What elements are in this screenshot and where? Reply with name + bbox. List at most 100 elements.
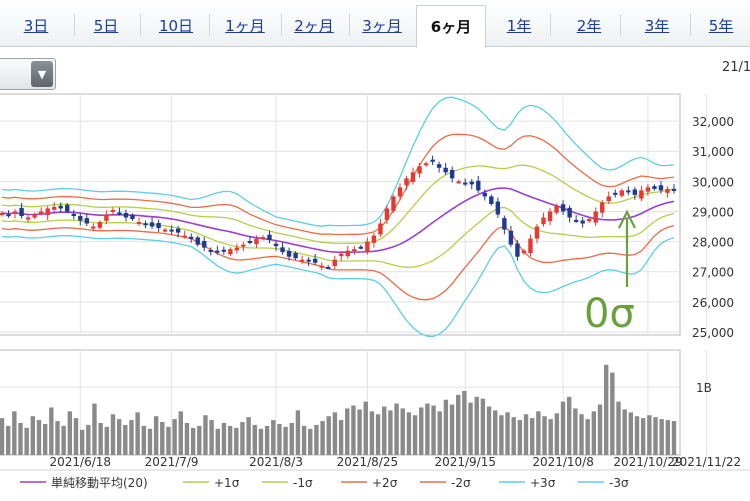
volume-bar (55, 421, 60, 455)
volume-bar (252, 424, 257, 455)
date-tick-label: 2021/10/29 (613, 455, 682, 469)
date-tick-label: 2021/9/15 (434, 455, 496, 469)
tab-separator (550, 14, 551, 36)
volume-bar (566, 396, 572, 455)
candle-body (632, 189, 638, 195)
volume-bar (357, 409, 362, 455)
volume-bar (591, 411, 597, 455)
candle-body (312, 258, 318, 263)
volume-bar (240, 422, 245, 455)
volume-bar (523, 414, 529, 455)
candle-body (417, 166, 422, 174)
volume-bar (271, 420, 276, 455)
candle-body (65, 204, 70, 212)
tab-1-year[interactable]: 1年 (506, 17, 532, 35)
candle-body (521, 250, 527, 254)
volume-bar (289, 422, 294, 455)
candle-body (130, 215, 135, 220)
candle-body (541, 217, 546, 225)
candle-body (476, 180, 481, 191)
volume-bar (203, 415, 208, 455)
volume-bar (406, 412, 412, 455)
candle-body (189, 236, 194, 239)
legend-label: -2σ (451, 476, 471, 490)
tab-10-days[interactable]: 10日 (158, 17, 194, 35)
volume-bar (634, 416, 640, 455)
volume-bar (493, 410, 498, 455)
candle-body (613, 192, 618, 195)
chevron-down-icon[interactable]: ▼ (31, 61, 53, 87)
annotation-label: 0σ (584, 291, 635, 337)
candle-body (0, 212, 5, 215)
legend-label: +1σ (214, 476, 240, 490)
candle-body (78, 216, 83, 221)
candle-body (469, 181, 474, 185)
volume-bar (98, 422, 103, 455)
candle-body (489, 196, 494, 204)
tab-5-days[interactable]: 5日 (93, 17, 119, 35)
tab-2-years[interactable]: 2年 (576, 17, 602, 35)
candle-body (606, 196, 611, 202)
candle-body (58, 205, 63, 209)
volume-bar (67, 411, 73, 455)
tab-2-months[interactable]: 2ヶ月 (294, 17, 334, 35)
candle-body (449, 169, 455, 179)
candle-body (502, 218, 507, 230)
volume-bar (209, 420, 214, 455)
candle-body (208, 250, 213, 253)
volume-bar (18, 422, 23, 455)
volume-bar (221, 422, 227, 455)
volume-bar (147, 428, 153, 455)
candle-body (443, 167, 448, 173)
tab-3-days[interactable]: 3日 (23, 17, 49, 35)
volume-bar (277, 423, 282, 455)
candle-body (45, 208, 50, 216)
candle-body (117, 212, 122, 215)
tab-6-months[interactable]: 6ヶ月 (416, 5, 486, 48)
tab-3-years[interactable]: 3年 (644, 17, 670, 35)
candle-body (319, 265, 324, 268)
legend-label: 単純移動平均(20) (51, 476, 148, 490)
indicator-select[interactable]: ▼ (0, 58, 56, 90)
volume-bar (42, 423, 48, 455)
volume-bar (585, 419, 590, 455)
candle-body (384, 208, 390, 220)
volume-bar (431, 405, 436, 455)
candle-body (352, 249, 357, 252)
candle-body (247, 241, 253, 244)
volume-bar (197, 425, 202, 455)
volume-bar (215, 428, 220, 455)
candle-body (345, 250, 350, 257)
volume-bar (640, 418, 646, 455)
volume-bar (338, 420, 344, 455)
candle-body (508, 230, 514, 245)
volume-bar (160, 422, 165, 455)
minus-1-sigma-line (1, 206, 675, 268)
volume-bar (425, 403, 430, 455)
volume-bar (394, 403, 399, 455)
candle-body (339, 253, 344, 257)
price-tick-label: 30,000 (692, 175, 734, 189)
volume-bar (517, 420, 523, 455)
candle-body (162, 229, 168, 232)
tab-3-months[interactable]: 3ヶ月 (362, 17, 402, 35)
candle-body (182, 235, 187, 238)
volume-bar (610, 372, 615, 455)
candle-body (436, 164, 442, 168)
tab-1-month[interactable]: 1ヶ月 (225, 17, 265, 35)
candle-body (25, 217, 31, 220)
bollinger-bands (1, 96, 675, 338)
date-tick-label: 2021/8/25 (337, 455, 399, 469)
candle-body (600, 202, 605, 213)
candle-body (586, 219, 592, 222)
tab-separator (209, 14, 210, 36)
volume-bar (628, 412, 634, 455)
tab-5-years[interactable]: 5年 (708, 17, 734, 35)
volume-bar (12, 411, 17, 455)
volume-bar (301, 425, 307, 455)
volume-bar (178, 411, 183, 455)
volume-bar (530, 418, 535, 455)
candle-body (554, 205, 559, 213)
volume-bar (135, 412, 140, 455)
